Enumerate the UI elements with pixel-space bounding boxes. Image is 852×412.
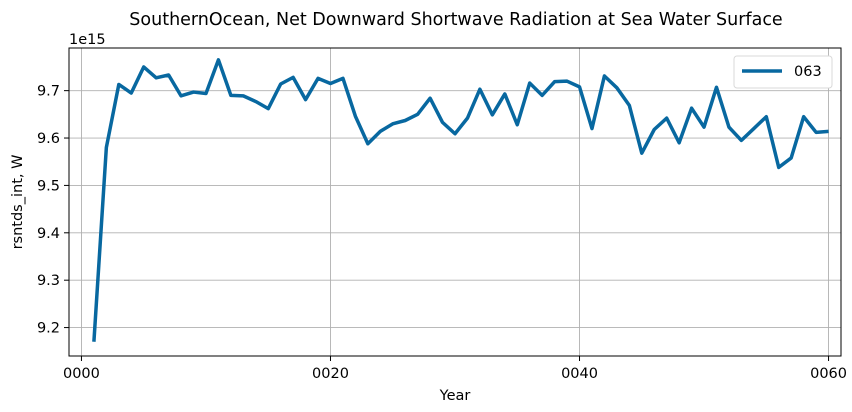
legend-box [733,55,833,89]
x-tick-label: 0040 [561,366,598,382]
x-tick-label: 0060 [810,366,847,382]
y-tick-label: 9.7 [37,84,60,100]
legend: 063 [733,55,833,89]
y-tick-label: 9.2 [37,321,60,337]
series-line-063 [92,58,829,342]
y-tick-label: 9.6 [37,131,60,147]
x-tick-label: 0000 [63,366,100,382]
x-axis-label: Year [439,388,471,404]
series-layer [92,58,829,342]
legend-label-063: 063 [794,64,822,80]
y-tick-label: 9.4 [37,226,60,242]
y-axis-label: rsntds_int, W [10,155,26,250]
grid [69,48,841,356]
plot-area-frame [68,47,842,357]
y-tick-label: 9.3 [37,273,60,289]
y-offset-label: 1e15 [69,32,106,48]
chart-title: SouthernOcean, Net Downward Shortwave Ra… [129,10,782,30]
x-tick-label: 0020 [312,366,349,382]
y-tick-label: 9.5 [37,178,60,194]
ticks: 0000 0020 0040 0060 9.2 9.3 9.4 9.5 9.6 9.7 [37,84,847,382]
